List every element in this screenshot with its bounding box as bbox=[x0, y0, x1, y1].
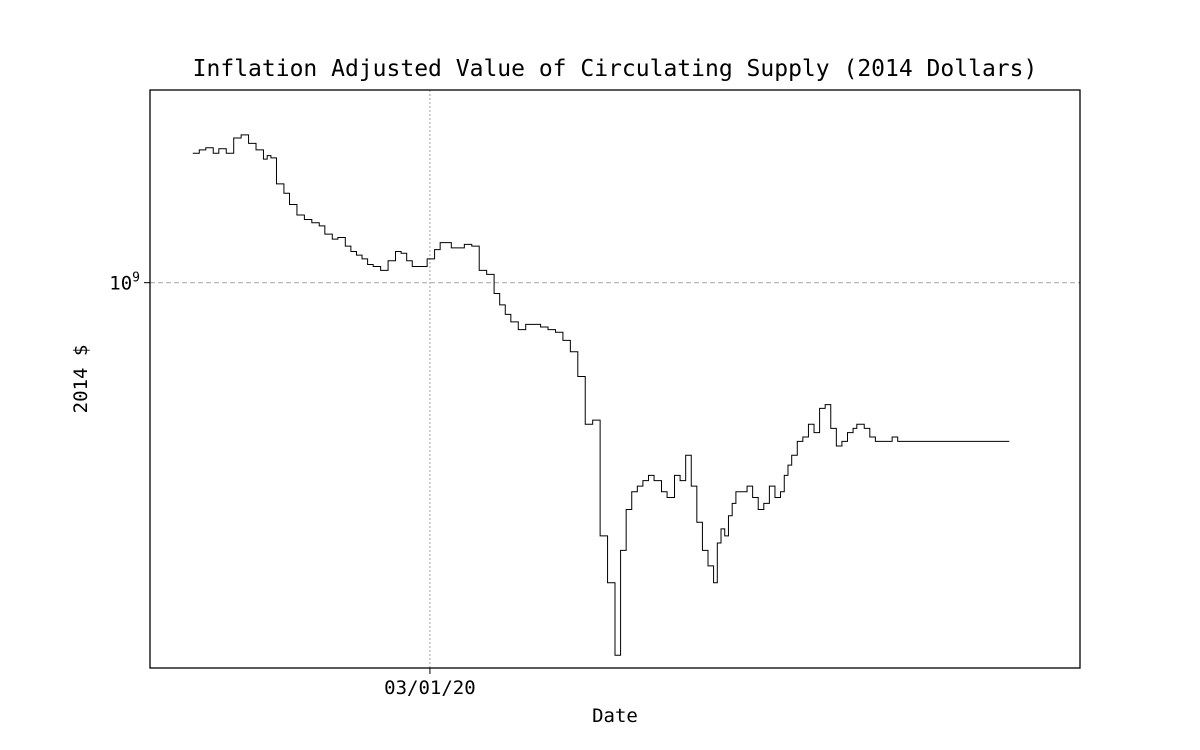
series-group bbox=[192, 134, 1010, 656]
x-axis-label: Date bbox=[592, 705, 638, 727]
chart-title: Inflation Adjusted Value of Circulating … bbox=[193, 56, 1038, 82]
plot-frame bbox=[149, 89, 1081, 669]
grid bbox=[150, 90, 1080, 668]
y-axis-label: 2014 $ bbox=[70, 345, 92, 414]
x-tick-label-0: 03/01/20 bbox=[384, 677, 476, 699]
ticks-group: 03/01/20 109 bbox=[109, 271, 475, 699]
series-line-value bbox=[192, 134, 1010, 656]
y-tick-label-0: 109 bbox=[109, 271, 140, 295]
